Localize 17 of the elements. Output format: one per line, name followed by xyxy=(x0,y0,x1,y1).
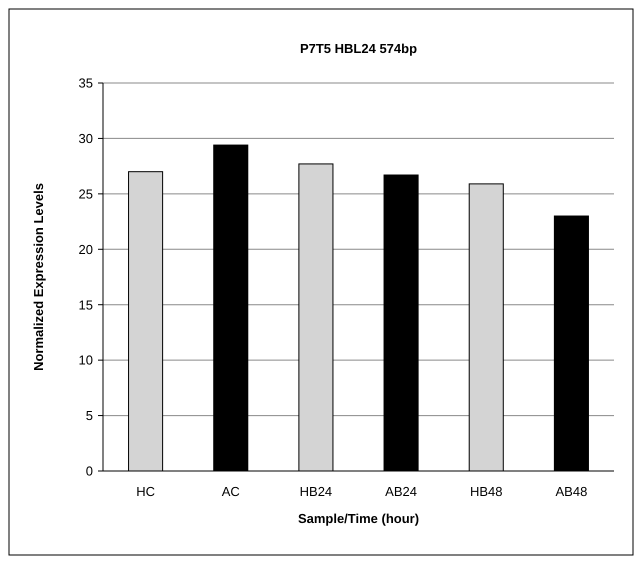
y-tick-label: 5 xyxy=(86,408,93,424)
x-tick-label: AB48 xyxy=(556,484,588,499)
x-tick-label: HB24 xyxy=(300,484,332,499)
y-tick-label: 35 xyxy=(78,76,93,91)
y-axis-title: Normalized Expression Levels xyxy=(31,183,46,371)
y-tick-label: 30 xyxy=(78,130,93,146)
x-tick-label: AB24 xyxy=(385,484,417,499)
x-tick-label: HC xyxy=(136,484,155,499)
y-tick-label: 10 xyxy=(78,352,93,368)
x-tick-label: HB48 xyxy=(470,484,503,499)
y-tick-label: 15 xyxy=(78,297,93,312)
x-axis-title: Sample/Time (hour) xyxy=(298,511,420,526)
chart-title: P7T5 HBL24 574bp xyxy=(300,41,418,56)
y-tick-label: 20 xyxy=(78,242,93,257)
y-tick-label: 0 xyxy=(86,464,93,479)
x-tick-label: AC xyxy=(222,484,240,499)
y-tick-label: 25 xyxy=(78,186,93,202)
